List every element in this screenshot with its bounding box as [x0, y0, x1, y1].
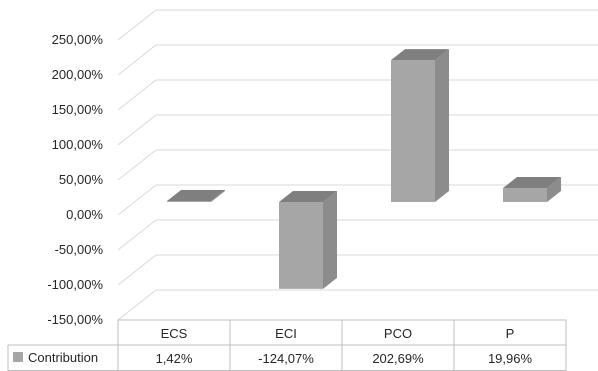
bar-side-face — [547, 177, 561, 202]
y-tick-label: 150,00% — [52, 102, 104, 117]
data-value-label: 19,96% — [488, 351, 533, 366]
bar-ecs — [167, 190, 225, 203]
bar-side-face — [435, 49, 449, 202]
category-label: P — [506, 326, 515, 341]
bars — [167, 49, 561, 289]
bar-pco — [391, 49, 449, 202]
y-tick-label: 50,00% — [59, 172, 104, 187]
gridlines — [117, 9, 598, 321]
gridline-diagonal — [117, 184, 157, 216]
y-tick-label: -150,00% — [47, 312, 103, 327]
y-tick-label: -50,00% — [55, 242, 104, 257]
gridline-diagonal — [117, 219, 157, 251]
bar-side-face — [211, 190, 225, 203]
gridline-diagonal — [117, 149, 157, 181]
series-name: Contribution — [28, 350, 98, 365]
bar-eci — [279, 191, 337, 289]
data-table: ECS ECI PCO P Contribution 1,42% -124,07% 202,6… — [7, 319, 567, 371]
category-label: PCO — [384, 326, 412, 341]
bar-p — [503, 177, 561, 202]
gridline-diagonal — [117, 44, 157, 76]
gridline-diagonal — [117, 9, 157, 41]
data-value-label: -124,07% — [258, 351, 314, 366]
bar-front-face — [503, 188, 547, 202]
category-label: ECS — [161, 326, 188, 341]
gridline-diagonal — [117, 289, 157, 321]
data-value-label: 202,69% — [372, 351, 424, 366]
bar-side-face — [323, 191, 337, 289]
bar-front-face — [279, 202, 323, 289]
gridline-diagonal — [117, 79, 157, 111]
bar-front-face — [391, 60, 435, 202]
category-label: ECI — [275, 326, 297, 341]
y-tick-label: 200,00% — [52, 67, 104, 82]
y-tick-label: 100,00% — [52, 137, 104, 152]
gridline-diagonal — [117, 254, 157, 286]
legend-key — [13, 352, 23, 362]
bar-top-face — [503, 177, 561, 189]
data-value-label: 1,42% — [156, 351, 193, 366]
y-tick-label: -100,00% — [47, 277, 103, 292]
bar-top-face — [279, 191, 337, 202]
bar-top-face — [391, 49, 449, 61]
y-tick-label: 0,00% — [66, 207, 103, 222]
bar-top-face — [167, 190, 225, 202]
gridline-diagonal — [117, 114, 157, 146]
y-axis-tick-labels: 250,00% 200,00% 150,00% 100,00% 50,00% 0,00% -… — [47, 32, 103, 327]
bar-front-face — [167, 201, 211, 203]
y-tick-label: 250,00% — [52, 32, 104, 47]
